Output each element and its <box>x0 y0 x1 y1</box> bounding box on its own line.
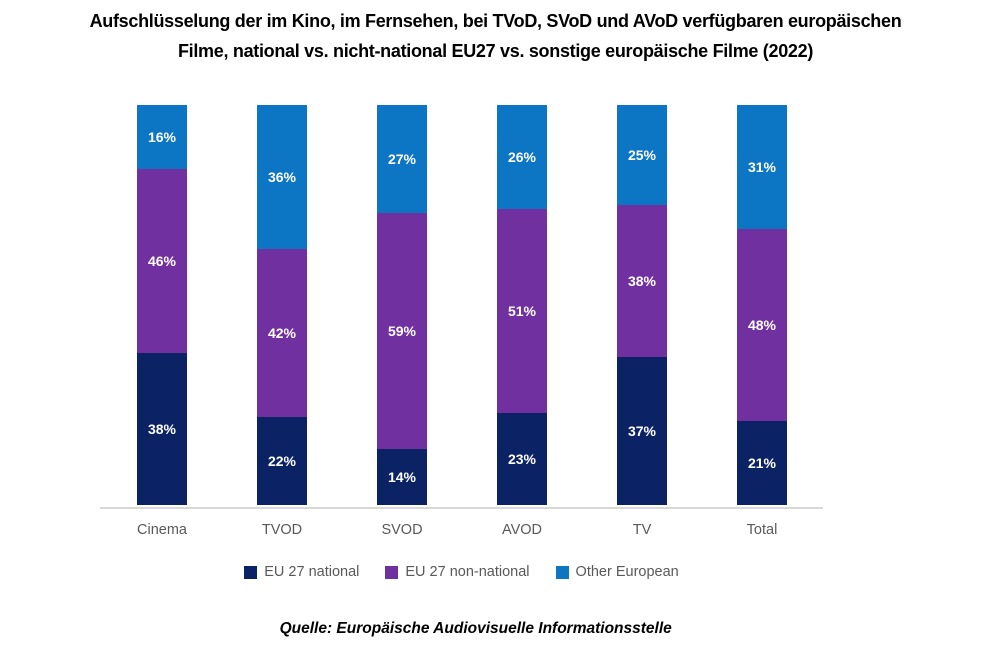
legend-item: EU 27 national <box>244 564 359 580</box>
legend-label: Other European <box>575 564 679 580</box>
data-label: 59% <box>387 323 417 339</box>
legend-label: EU 27 non-national <box>405 564 530 580</box>
data-label: 21% <box>747 455 777 471</box>
data-label: 25% <box>627 147 657 163</box>
category-label: Total <box>746 522 778 538</box>
data-label: 14% <box>387 469 417 485</box>
bar-segment: 21% <box>737 421 787 505</box>
category-label: AVOD <box>501 522 543 538</box>
legend: EU 27 national EU 27 non-national Other Eu… <box>100 564 823 580</box>
bar-avod: 23% 51% 26% <box>497 105 547 505</box>
data-label: 46% <box>147 253 177 269</box>
bar-segment: 31% <box>737 105 787 229</box>
plot-area: 38% 46% 16% Cinema 22% 42% 36% TVOD 14% 59% 27% SVO… <box>100 105 823 538</box>
data-label: 51% <box>507 303 537 319</box>
bar-segment: 22% <box>257 417 307 505</box>
bar-segment: 23% <box>497 413 547 505</box>
data-label: 37% <box>627 423 657 439</box>
bar-segment: 26% <box>497 105 547 209</box>
bar-segment: 25% <box>617 105 667 205</box>
data-label: 48% <box>747 317 777 333</box>
legend-item: EU 27 non-national <box>385 564 530 580</box>
source-note: Quelle: Europäische Audiovisuelle Inform… <box>279 620 672 637</box>
chart-title: Aufschlüsselung der im Kino, im Fernsehe… <box>0 6 991 66</box>
chart-title-line2: Filme, national vs. nicht-national EU27 … <box>177 41 814 61</box>
bar-segment: 27% <box>377 105 427 213</box>
bar-segment: 38% <box>137 353 187 505</box>
bar-segment: 36% <box>257 105 307 249</box>
data-label: 38% <box>627 273 657 289</box>
data-label: 38% <box>147 421 177 437</box>
bar-segment: 16% <box>137 105 187 169</box>
data-label: 22% <box>267 453 297 469</box>
data-label: 27% <box>387 151 417 167</box>
chart-title-line1: Aufschlüsselung der im Kino, im Fernsehe… <box>89 11 902 31</box>
data-label: 16% <box>147 129 177 145</box>
bar-tvod: 22% 42% 36% <box>257 105 307 505</box>
x-axis-line <box>100 507 823 509</box>
bar-segment: 48% <box>737 229 787 421</box>
data-label: 31% <box>747 159 777 175</box>
legend-label: EU 27 national <box>264 564 360 580</box>
data-label: 42% <box>267 325 297 341</box>
bar-segment: 59% <box>377 213 427 449</box>
category-label: Cinema <box>137 522 187 538</box>
bar-total: 21% 48% 31% <box>737 105 787 505</box>
data-label: 26% <box>507 149 537 165</box>
bar-svod: 14% 59% 27% <box>377 105 427 505</box>
legend-swatch-icon <box>244 565 258 579</box>
legend-swatch-icon <box>555 565 569 579</box>
data-label: 23% <box>507 451 537 467</box>
bar-segment: 42% <box>257 249 307 417</box>
bar-segment: 51% <box>497 209 547 413</box>
category-label: TVOD <box>261 522 303 538</box>
bar-segment: 46% <box>137 169 187 353</box>
bar-segment: 14% <box>377 449 427 505</box>
category-label: SVOD <box>381 522 423 538</box>
legend-item: Other European <box>555 564 679 580</box>
bar-tv: 37% 38% 25% <box>617 105 667 505</box>
bar-segment: 38% <box>617 205 667 357</box>
bar-segment: 37% <box>617 357 667 505</box>
legend-swatch-icon <box>385 565 399 579</box>
bar-cinema: 38% 46% 16% <box>137 105 187 505</box>
category-label: TV <box>632 522 652 538</box>
data-label: 36% <box>267 169 297 185</box>
